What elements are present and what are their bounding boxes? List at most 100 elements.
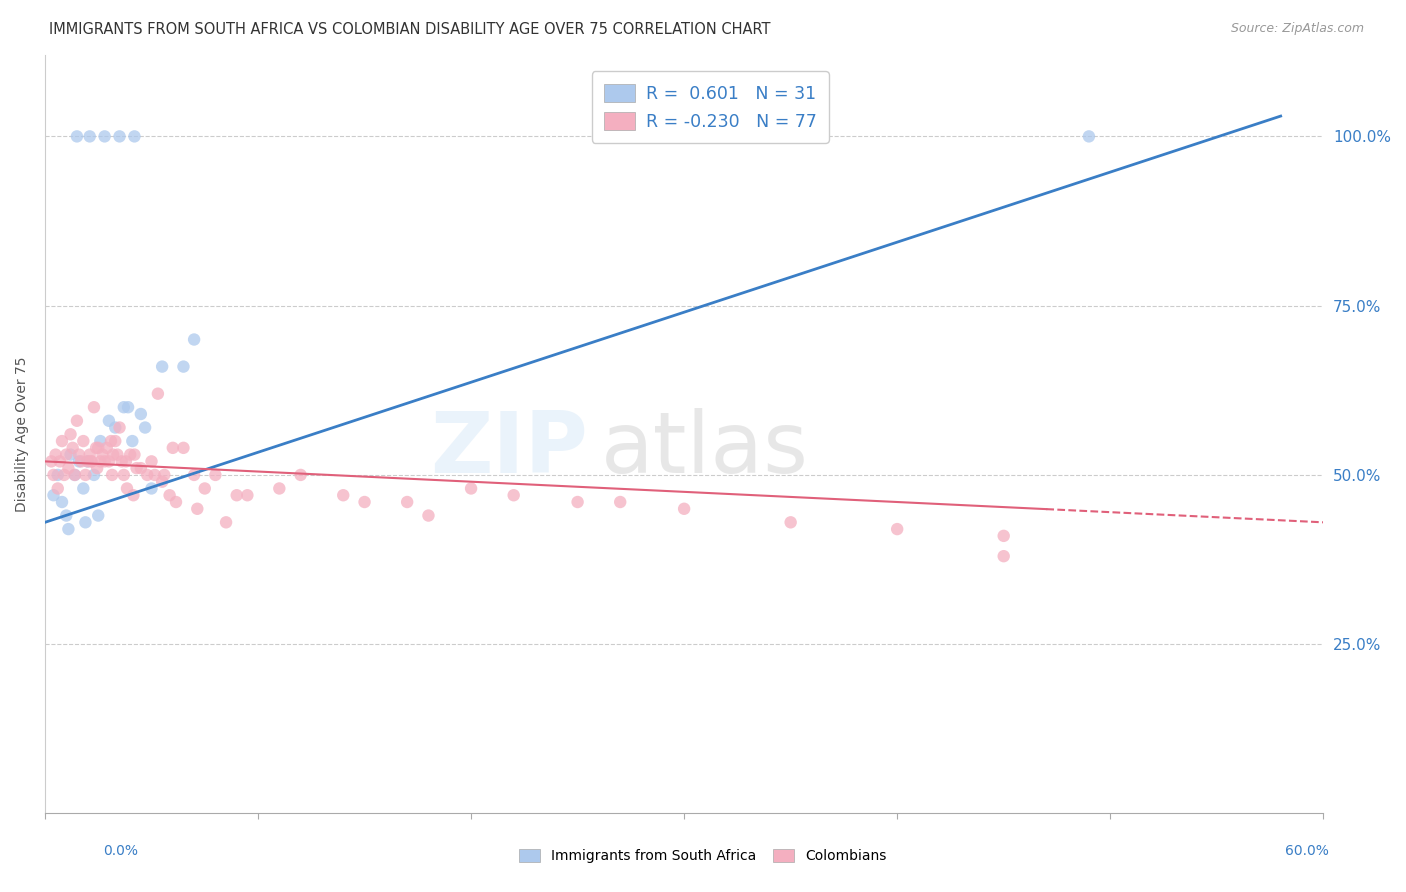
Point: [120, 448, 142, 462]
Point: [86, 461, 108, 475]
Point: [108, 420, 131, 434]
Point: [97, 414, 120, 428]
Point: [41, 454, 63, 468]
Point: [112, 467, 135, 482]
Point: [609, 495, 631, 509]
Point: [51, 434, 73, 448]
Point: [124, 448, 146, 462]
Point: [353, 495, 375, 509]
Point: [418, 508, 440, 523]
Point: [186, 501, 208, 516]
Point: [46, 467, 69, 482]
Point: [59, 448, 82, 462]
Point: [269, 482, 291, 496]
Point: [80, 454, 103, 468]
Point: [225, 488, 247, 502]
Text: ZIP: ZIP: [430, 408, 588, 491]
Point: [91, 448, 114, 462]
Legend: Immigrants from South Africa, Colombians: Immigrants from South Africa, Colombians: [513, 844, 893, 869]
Point: [66, 414, 89, 428]
Point: [67, 454, 90, 468]
Point: [290, 467, 312, 482]
Point: [66, 129, 89, 144]
Point: [72, 434, 94, 448]
Point: [150, 359, 173, 374]
Point: [49, 454, 72, 468]
Legend: R =  0.601   N = 31, R = -0.230   N = 77: R = 0.601 N = 31, R = -0.230 N = 77: [592, 71, 830, 143]
Point: [112, 401, 135, 415]
Text: 60.0%: 60.0%: [1285, 844, 1329, 857]
Point: [104, 434, 127, 448]
Point: [79, 448, 101, 462]
Point: [101, 448, 124, 462]
Point: [97, 454, 120, 468]
Point: [46, 482, 69, 496]
Point: [460, 482, 482, 496]
Point: [194, 482, 217, 496]
Point: [332, 488, 354, 502]
Point: [502, 488, 524, 502]
Point: [124, 129, 146, 144]
Point: [121, 434, 143, 448]
Point: [993, 549, 1015, 564]
Point: [93, 129, 115, 144]
Point: [125, 461, 148, 475]
Point: [58, 522, 80, 536]
Point: [215, 516, 238, 530]
Point: [104, 420, 127, 434]
Point: [89, 454, 111, 468]
Point: [55, 508, 77, 523]
Point: [115, 454, 138, 468]
Point: [51, 495, 73, 509]
Point: [80, 454, 103, 468]
Point: [886, 522, 908, 536]
Point: [75, 467, 97, 482]
Point: [115, 482, 138, 496]
Point: [172, 441, 194, 455]
Point: [93, 454, 115, 468]
Point: [673, 501, 696, 516]
Text: 0.0%: 0.0%: [103, 844, 138, 857]
Point: [58, 461, 80, 475]
Point: [117, 401, 139, 415]
Point: [87, 441, 110, 455]
Point: [63, 467, 86, 482]
Point: [67, 448, 90, 462]
Point: [79, 129, 101, 144]
Point: [96, 441, 118, 455]
Point: [63, 467, 86, 482]
Point: [101, 467, 124, 482]
Point: [1077, 129, 1099, 144]
Point: [100, 434, 122, 448]
Point: [107, 448, 129, 462]
Point: [108, 129, 131, 144]
Point: [89, 434, 111, 448]
Point: [172, 359, 194, 374]
Point: [204, 467, 226, 482]
Point: [83, 467, 105, 482]
Point: [76, 454, 98, 468]
Text: Source: ZipAtlas.com: Source: ZipAtlas.com: [1230, 22, 1364, 36]
Point: [165, 495, 187, 509]
Point: [45, 448, 67, 462]
Point: [84, 441, 107, 455]
Y-axis label: Disability Age Over 75: Disability Age Over 75: [15, 357, 30, 512]
Point: [87, 508, 110, 523]
Point: [183, 467, 205, 482]
Point: [153, 467, 176, 482]
Point: [42, 488, 65, 502]
Point: [162, 441, 184, 455]
Point: [76, 454, 98, 468]
Point: [141, 454, 163, 468]
Point: [122, 488, 145, 502]
Point: [129, 461, 152, 475]
Point: [159, 488, 181, 502]
Point: [150, 475, 173, 489]
Point: [134, 420, 156, 434]
Point: [62, 441, 84, 455]
Point: [59, 427, 82, 442]
Point: [70, 454, 93, 468]
Point: [129, 407, 152, 421]
Point: [183, 333, 205, 347]
Point: [143, 467, 166, 482]
